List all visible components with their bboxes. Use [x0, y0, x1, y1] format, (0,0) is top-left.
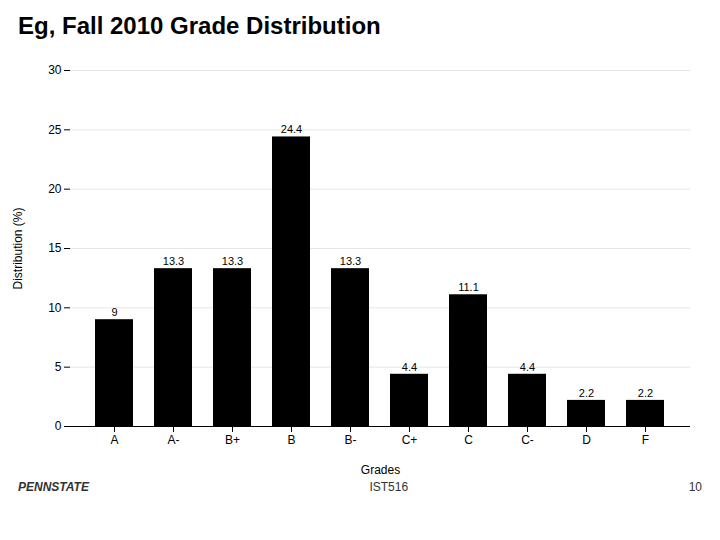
svg-text:A-: A-	[168, 433, 180, 447]
svg-text:13.3: 13.3	[340, 255, 361, 267]
svg-text:4.4: 4.4	[520, 361, 535, 373]
svg-text:20: 20	[48, 182, 62, 196]
svg-text:2.2: 2.2	[638, 387, 653, 399]
svg-text:B+: B+	[225, 433, 240, 447]
svg-text:C-: C-	[521, 433, 534, 447]
svg-text:A: A	[110, 433, 118, 447]
svg-text:D: D	[582, 433, 591, 447]
svg-text:13.3: 13.3	[222, 255, 243, 267]
html-text:Eg, Fall 2010 Grade Distributi: Eg, Fall 2010 Grade Distribution	[18, 12, 381, 39]
svg-text:11.1: 11.1	[458, 281, 479, 293]
html-text:10: 10	[688, 480, 702, 494]
svg-text:10: 10	[48, 301, 62, 315]
svg-text:B-: B-	[345, 433, 357, 447]
html-text:PENNSTATE: PENNSTATE	[18, 480, 89, 494]
svg-text:30: 30	[48, 63, 62, 77]
html-text:IST516: IST516	[369, 480, 409, 494]
svg-text:4.4: 4.4	[402, 361, 417, 373]
svg-text:13.3: 13.3	[163, 255, 184, 267]
svg-text:9: 9	[111, 306, 117, 318]
svg-text:25: 25	[48, 123, 62, 137]
svg-text:Grades: Grades	[361, 463, 400, 477]
svg-text:C: C	[464, 433, 473, 447]
svg-text:0: 0	[55, 419, 62, 433]
svg-text:24.4: 24.4	[281, 123, 302, 135]
svg-text:2.2: 2.2	[579, 387, 594, 399]
svg-text:B: B	[287, 433, 295, 447]
svg-text:5: 5	[55, 360, 62, 374]
svg-text:15: 15	[48, 241, 62, 255]
svg-text:F: F	[642, 433, 649, 447]
svg-text:C+: C+	[402, 433, 418, 447]
svg-text:Distribution (%): Distribution (%)	[11, 207, 25, 289]
